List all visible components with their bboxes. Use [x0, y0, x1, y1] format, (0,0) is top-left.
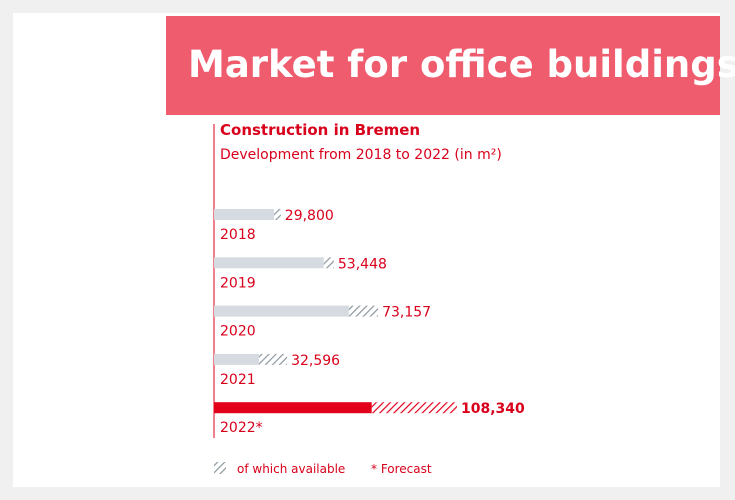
bar-available-2022 — [371, 402, 457, 414]
chart-subtitle: Development from 2018 to 2022 (in m²) — [220, 147, 502, 163]
category-label: 2022* — [220, 420, 263, 436]
legend-available-label: of which available — [237, 462, 346, 476]
page-title: Market for office buildings — [188, 43, 735, 86]
value-label: 73,157 — [382, 305, 431, 321]
chart-title: Construction in Bremen — [220, 121, 421, 139]
category-label: 2021 — [220, 372, 256, 388]
bar-2021 — [214, 353, 260, 365]
category-label: 2018 — [220, 227, 256, 243]
bar-available-2020 — [348, 305, 379, 317]
value-label: 29,800 — [285, 208, 334, 224]
value-label: 108,340 — [461, 401, 525, 417]
value-label: 53,448 — [338, 256, 387, 272]
category-label: 2020 — [220, 324, 256, 340]
bar-available-2019 — [323, 257, 334, 269]
legend-hatch-swatch — [214, 462, 226, 474]
bar-2018 — [214, 209, 275, 220]
bar-2019 — [214, 257, 324, 269]
bar-available-2021 — [259, 353, 288, 365]
bar-2022 — [214, 402, 372, 414]
bar-available-2018 — [274, 209, 281, 220]
title-banner — [166, 16, 720, 115]
legend-forecast-note: * Forecast — [371, 462, 432, 476]
bar-2020 — [214, 305, 349, 317]
value-label: 32,596 — [291, 353, 340, 369]
category-label: 2019 — [220, 275, 256, 291]
